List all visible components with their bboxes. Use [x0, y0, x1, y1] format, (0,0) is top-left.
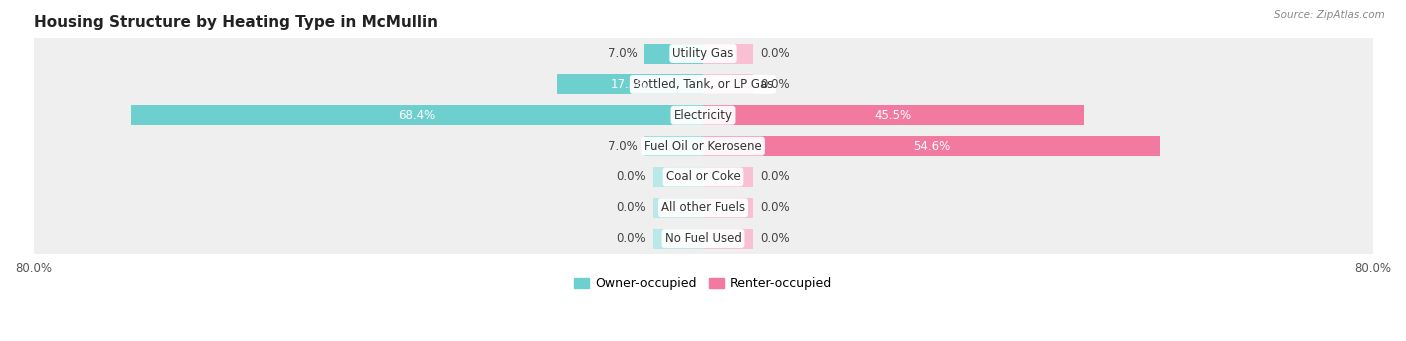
Bar	[131, 105, 703, 125]
Bar	[652, 74, 703, 94]
Bar	[34, 69, 1372, 100]
Bar	[644, 136, 703, 156]
Text: Housing Structure by Heating Type in McMullin: Housing Structure by Heating Type in McM…	[34, 15, 437, 30]
Bar	[703, 44, 754, 63]
Text: 0.0%: 0.0%	[616, 232, 647, 245]
Text: 0.0%: 0.0%	[616, 201, 647, 214]
Bar	[34, 131, 1372, 162]
Bar	[703, 198, 754, 218]
Text: 17.5%: 17.5%	[612, 78, 648, 91]
Text: 0.0%: 0.0%	[759, 78, 790, 91]
Text: 7.0%: 7.0%	[607, 47, 638, 60]
Bar	[652, 167, 703, 187]
Bar	[703, 74, 754, 94]
Text: Coal or Coke: Coal or Coke	[665, 170, 741, 183]
Text: 0.0%: 0.0%	[759, 170, 790, 183]
Bar	[644, 44, 703, 63]
Text: 7.0%: 7.0%	[607, 139, 638, 152]
Text: Fuel Oil or Kerosene: Fuel Oil or Kerosene	[644, 139, 762, 152]
Bar	[703, 105, 754, 125]
Bar	[703, 105, 1084, 125]
Text: 0.0%: 0.0%	[759, 201, 790, 214]
Bar	[652, 198, 703, 218]
Text: 54.6%: 54.6%	[912, 139, 950, 152]
Bar	[34, 100, 1372, 131]
Bar	[703, 136, 754, 156]
Bar	[652, 105, 703, 125]
Text: 0.0%: 0.0%	[759, 47, 790, 60]
Bar	[34, 162, 1372, 192]
Bar	[703, 167, 754, 187]
Bar	[703, 136, 1160, 156]
Text: Utility Gas: Utility Gas	[672, 47, 734, 60]
Text: Electricity: Electricity	[673, 109, 733, 122]
Legend: Owner-occupied, Renter-occupied: Owner-occupied, Renter-occupied	[568, 272, 838, 295]
Text: 68.4%: 68.4%	[398, 109, 436, 122]
Text: 45.5%: 45.5%	[875, 109, 912, 122]
Bar	[34, 223, 1372, 254]
Bar	[703, 228, 754, 249]
Bar	[652, 228, 703, 249]
Text: Source: ZipAtlas.com: Source: ZipAtlas.com	[1274, 10, 1385, 20]
Bar	[557, 74, 703, 94]
Bar	[652, 44, 703, 63]
Text: Bottled, Tank, or LP Gas: Bottled, Tank, or LP Gas	[633, 78, 773, 91]
Bar	[34, 38, 1372, 69]
Bar	[34, 192, 1372, 223]
Text: All other Fuels: All other Fuels	[661, 201, 745, 214]
Bar	[652, 136, 703, 156]
Text: 0.0%: 0.0%	[759, 232, 790, 245]
Text: No Fuel Used: No Fuel Used	[665, 232, 741, 245]
Text: 0.0%: 0.0%	[616, 170, 647, 183]
